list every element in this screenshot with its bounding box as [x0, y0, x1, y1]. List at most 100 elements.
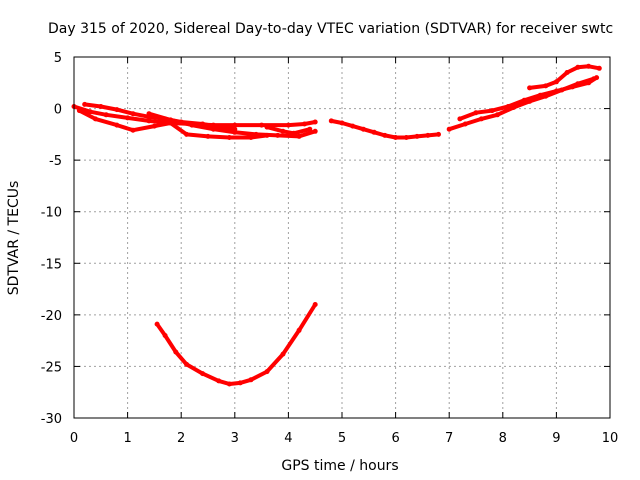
data-point [98, 104, 104, 109]
data-point [570, 84, 575, 90]
data-point [307, 126, 313, 132]
y-tick-label: 0 [54, 103, 62, 118]
x-tick-label: 3 [231, 431, 239, 446]
data-point [527, 85, 533, 91]
plot-border [73, 56, 611, 419]
data-point [382, 132, 388, 138]
series-track-i [527, 63, 602, 91]
data-point [248, 377, 254, 383]
series-line [265, 125, 312, 136]
data-point [575, 64, 581, 70]
data-point [205, 133, 211, 139]
y-tick-label: -15 [41, 257, 62, 272]
data-point [264, 369, 270, 375]
data-point [173, 349, 179, 355]
x-tick-label: 10 [602, 431, 619, 446]
x-axis-label: GPS time / hours [281, 458, 398, 474]
data-point [393, 135, 399, 140]
data-point [280, 351, 286, 357]
x-tick-label: 1 [123, 431, 131, 446]
x-tick-label: 6 [391, 431, 399, 446]
data-point [130, 111, 136, 117]
data-point [146, 118, 152, 124]
x-tick-label: 5 [338, 431, 346, 446]
data-point [114, 122, 120, 128]
data-point [436, 131, 441, 137]
data-point [360, 126, 366, 132]
data-point [259, 122, 265, 128]
data-point [586, 80, 592, 86]
grid [74, 57, 610, 418]
data-point [151, 123, 157, 129]
data-point [489, 108, 495, 114]
data-point [553, 79, 559, 85]
data-point [462, 121, 468, 127]
data-point [594, 75, 600, 81]
data-point [253, 131, 259, 137]
data-point [87, 109, 93, 115]
data-point [312, 302, 318, 307]
y-tick-label: -10 [41, 206, 62, 221]
data-point [521, 97, 527, 103]
data-point [543, 83, 549, 89]
x-tick-label: 9 [552, 431, 560, 446]
data-point [537, 92, 543, 98]
data-point [457, 116, 463, 122]
data-point [553, 88, 559, 94]
series-line [457, 75, 599, 121]
series-track-h [457, 75, 600, 122]
x-tick-label: 0 [70, 431, 78, 446]
data-point [328, 118, 334, 124]
data-point [596, 65, 602, 71]
y-tick-label: -30 [41, 412, 62, 427]
series-track-e [264, 124, 313, 136]
series-track-b [76, 108, 270, 140]
data-point [114, 107, 120, 113]
data-point [264, 124, 270, 130]
data-point [414, 133, 420, 139]
data-point [586, 63, 592, 69]
data-point [371, 129, 377, 135]
data-point [189, 122, 195, 128]
y-axis-label: SDTVAR / TECUs [6, 181, 22, 296]
series-track-f [328, 118, 441, 140]
data-point [200, 371, 206, 377]
data-point [76, 108, 82, 114]
data-point [210, 126, 216, 132]
data-point [125, 115, 131, 121]
data-point [146, 111, 152, 117]
data-point [312, 119, 318, 125]
y-tick-label: -20 [41, 309, 62, 324]
data-point [248, 135, 254, 140]
data-point [425, 132, 431, 138]
data-point [291, 130, 297, 136]
data-point [296, 327, 302, 333]
data-point [82, 101, 88, 107]
data-point [494, 112, 500, 118]
data-point [232, 122, 238, 128]
data-point [237, 380, 243, 386]
data-point [162, 333, 168, 338]
x-tick-label: 2 [177, 431, 185, 446]
data-point [184, 131, 190, 137]
y-tick-label: -25 [41, 360, 62, 375]
x-tick-label: 4 [284, 431, 292, 446]
series-track-j [154, 302, 318, 387]
data-point [478, 116, 484, 122]
data-point [232, 129, 238, 135]
data-point [280, 128, 286, 134]
series-track-d [146, 111, 318, 139]
data-point [296, 133, 302, 139]
data-point [564, 70, 570, 75]
data-point [226, 381, 232, 387]
data-point [216, 378, 222, 384]
data-point [184, 361, 190, 367]
x-tick-label: 7 [445, 431, 453, 446]
data-point [350, 123, 356, 129]
data-point [505, 104, 511, 109]
chart-title: Day 315 of 2020, Sidereal Day-to-day VTE… [48, 21, 613, 37]
data-point [473, 110, 479, 116]
data-point [302, 121, 307, 127]
